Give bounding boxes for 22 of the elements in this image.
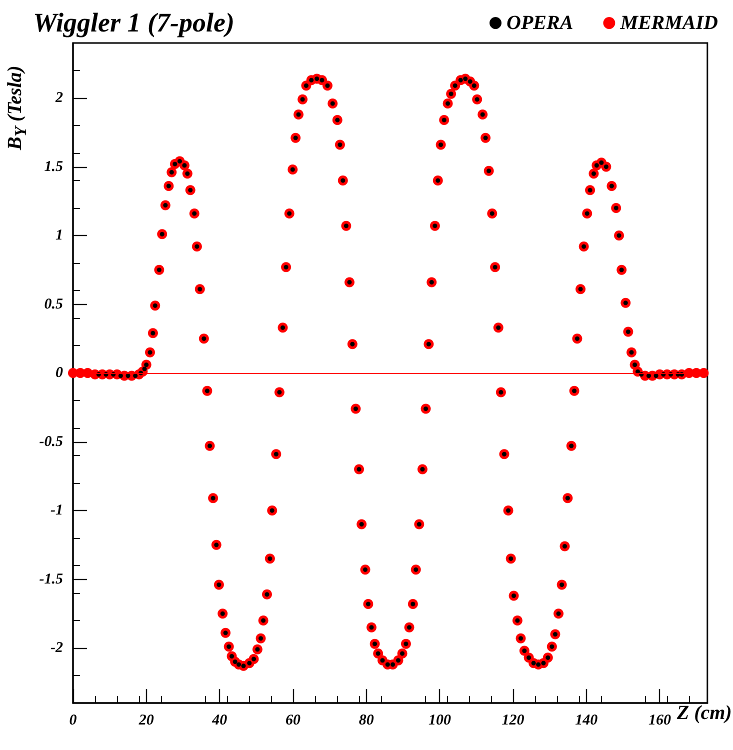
y-tick-label: 1.5 xyxy=(44,158,64,175)
x-tick-label: 120 xyxy=(502,712,525,728)
y-tick-label: 0.5 xyxy=(44,296,64,312)
y-tick-label: -1.5 xyxy=(39,571,64,588)
y-tick-label: 0 xyxy=(56,365,64,381)
legend-label: MERMAID xyxy=(619,12,718,34)
x-tick-label: 140 xyxy=(575,712,598,728)
x-tick-label: 80 xyxy=(358,712,374,728)
y-tick-label: 2 xyxy=(54,90,64,106)
y-tick-label: -0.5 xyxy=(39,434,64,450)
x-tick-label: 40 xyxy=(211,712,228,728)
legend-label: OPERA xyxy=(506,12,574,34)
x-tick-label: 100 xyxy=(428,712,452,728)
y-tick-label: -1 xyxy=(50,502,63,518)
x-tick-label: 0 xyxy=(69,712,78,728)
x-tick-label: 20 xyxy=(138,712,154,728)
x-axis-title: Z (cm) xyxy=(676,702,732,724)
x-tick-label: 60 xyxy=(286,712,302,728)
chart-title: Wiggler 1 (7-pole) xyxy=(33,8,234,38)
y-tick-label: 1 xyxy=(56,228,63,244)
x-tick-label: 160 xyxy=(648,712,672,728)
y-tick-label: -2 xyxy=(50,640,64,656)
